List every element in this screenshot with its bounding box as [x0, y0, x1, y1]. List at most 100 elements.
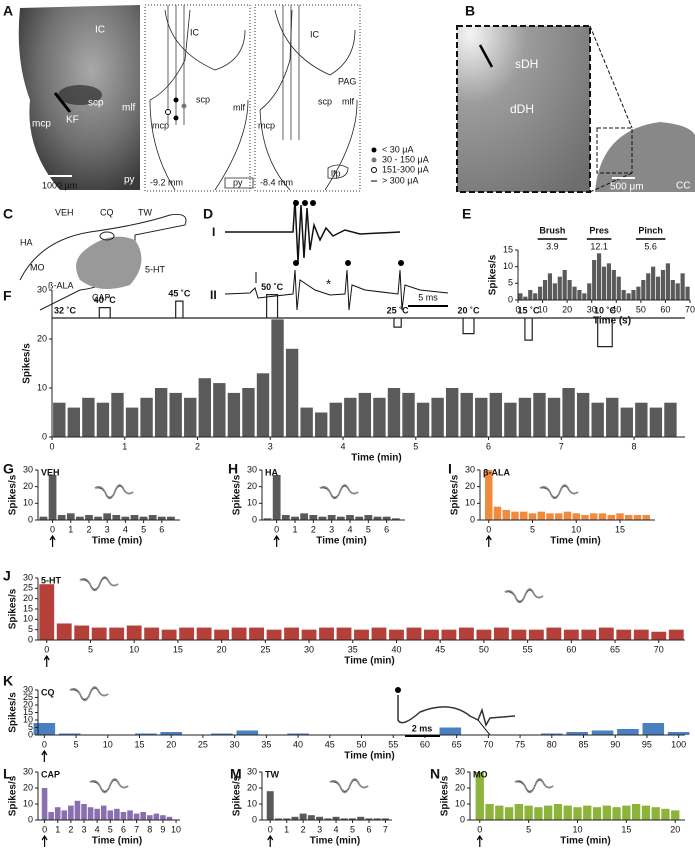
y-tick-label: 10 — [455, 798, 465, 808]
bar — [631, 804, 641, 820]
bar — [528, 290, 533, 300]
x-tick-label: 1 — [122, 441, 127, 451]
x-tick-label: 50 — [636, 304, 646, 314]
site-label: VEH — [55, 207, 74, 217]
chart-title: CAP — [41, 769, 60, 779]
y-tick-label: 15 — [503, 244, 513, 254]
x-tick-label: 0 — [268, 824, 273, 834]
site-label: MO — [30, 262, 45, 272]
bar — [553, 804, 563, 820]
bar — [504, 402, 517, 437]
bar — [48, 475, 57, 520]
bar — [74, 625, 90, 640]
spike-marker — [395, 687, 401, 693]
x-tick-label: 40 — [391, 644, 401, 654]
site-label: HA — [20, 237, 33, 247]
bar — [94, 808, 100, 820]
panel-letter: I — [448, 461, 452, 477]
bar — [41, 788, 48, 820]
bar — [300, 513, 309, 520]
bar — [96, 402, 110, 437]
x-tick-label: 10 — [129, 644, 139, 654]
bar — [424, 629, 439, 640]
bar — [651, 631, 667, 640]
waveform — [504, 588, 544, 604]
bar — [544, 805, 553, 820]
waveform — [539, 484, 579, 500]
bar — [635, 402, 648, 437]
bar — [573, 807, 582, 820]
y-tick-label: 20 — [23, 699, 33, 709]
bar — [148, 515, 157, 520]
bar — [299, 813, 307, 820]
bar — [283, 818, 291, 820]
x-tick-label: 7 — [559, 441, 564, 451]
bar — [538, 286, 543, 300]
x-tick-label: 15 — [173, 644, 183, 654]
bar — [274, 818, 282, 820]
x-tick-label: 65 — [610, 644, 620, 654]
site-label: TW — [138, 207, 152, 217]
site-label: CAP — [92, 292, 111, 302]
bar — [671, 810, 680, 820]
legend-label: 30 - 150 μA — [382, 154, 429, 164]
x-tick-label: 30 — [587, 304, 597, 314]
photo-feature — [58, 85, 102, 105]
y-axis-label: Spikes/s — [232, 775, 243, 816]
x-tick-label: 60 — [420, 739, 430, 749]
scale-bar-label: 2 ms — [412, 723, 433, 733]
y-tick-label: 0 — [28, 634, 33, 644]
x-tick-label: 35 — [348, 644, 358, 654]
bar — [340, 818, 348, 820]
bar — [327, 515, 336, 520]
photo-label: mcp — [32, 119, 51, 130]
bar — [68, 805, 74, 820]
x-tick-label: 45 — [435, 644, 445, 654]
photo-label: scp — [88, 98, 104, 109]
bar — [319, 627, 334, 640]
section-depth: -8.4 mm — [260, 177, 293, 187]
bar — [126, 625, 142, 640]
bar — [607, 515, 615, 520]
y-axis-label: Spikes/s — [488, 254, 499, 295]
bar — [591, 402, 604, 437]
bar — [336, 516, 345, 520]
bar — [291, 516, 299, 520]
x-axis-label: Time (min) — [92, 536, 142, 547]
x-tick-label: 1 — [68, 524, 73, 534]
bar — [332, 816, 340, 820]
stimulation-sites — [165, 97, 187, 121]
waveform — [514, 778, 554, 794]
bar — [179, 627, 195, 640]
x-tick-label: 5 — [88, 644, 93, 654]
x-tick-label: 8 — [632, 441, 637, 451]
x-tick-label: 3 — [317, 824, 322, 834]
bar — [664, 402, 677, 437]
x-axis-label: Time (min) — [316, 536, 366, 547]
y-axis-label: Spikes/s — [440, 775, 451, 816]
bar — [541, 733, 563, 735]
panel-letter: H — [228, 461, 238, 477]
waveform — [69, 686, 109, 702]
eye — [99, 231, 115, 241]
bar — [534, 807, 543, 820]
y-axis-label: Spikes/s — [450, 474, 461, 515]
bar — [160, 732, 182, 735]
y-axis-label: Spikes/s — [8, 588, 19, 629]
bar — [336, 627, 352, 640]
bar — [475, 772, 484, 820]
bar — [144, 627, 160, 640]
legend-marker — [371, 167, 377, 173]
section-label: scp — [196, 94, 210, 104]
y-tick-label: 5 — [28, 722, 33, 732]
x-tick-label: 3 — [105, 524, 110, 534]
bar — [266, 791, 274, 820]
inset-pointer — [477, 719, 491, 736]
bar — [581, 629, 597, 640]
bar — [196, 627, 212, 640]
y-tick-label: 30 — [37, 284, 47, 294]
bar — [284, 627, 299, 640]
y-tick-label: 30 — [23, 684, 33, 694]
bar — [140, 812, 146, 820]
bar — [445, 388, 459, 437]
